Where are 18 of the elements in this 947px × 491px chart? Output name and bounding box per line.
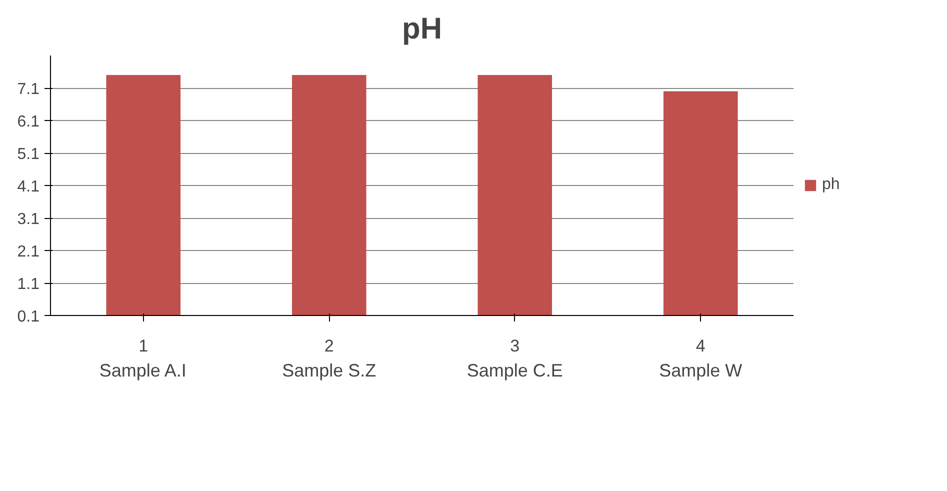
y-tick-label: 7.1 <box>17 81 40 98</box>
chart-title: pH <box>402 12 442 46</box>
x-tick-label: 4 <box>696 336 706 356</box>
y-tick-label: 5.1 <box>17 146 40 163</box>
y-tick-label: 3.1 <box>17 211 40 228</box>
text: Sample A.I <box>99 360 186 380</box>
legend-label: ph <box>822 176 841 194</box>
y-tick-label: 4.1 <box>17 178 40 196</box>
x-tick-label: 2 <box>324 336 334 356</box>
text: Sample C.E <box>466 360 563 380</box>
text: Sample S.Z <box>282 360 376 380</box>
x-tick-label: 1 <box>138 336 148 356</box>
y-tick-label: 1.1 <box>17 276 40 293</box>
y-tick-label: 2.1 <box>17 244 40 260</box>
text: Sample W <box>659 360 742 380</box>
y-tick-label: 0.1 <box>17 308 40 326</box>
x-tick-label: 3 <box>510 336 520 356</box>
y-tick-label: 6.1 <box>17 114 40 130</box>
